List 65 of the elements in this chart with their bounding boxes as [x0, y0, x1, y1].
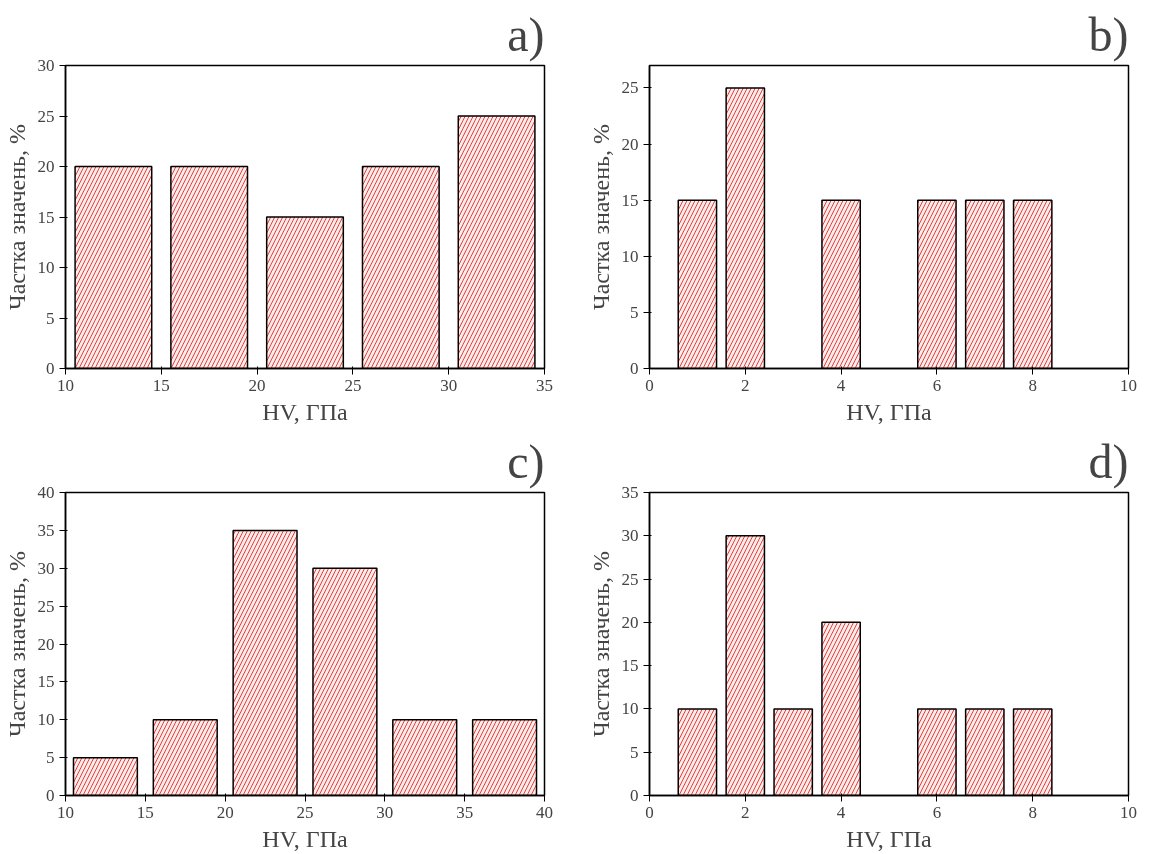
x-tick-label: 35: [456, 802, 474, 822]
y-tick-label: 35: [621, 483, 639, 502]
text: a): [507, 7, 545, 62]
x-tick-label: 25: [344, 375, 362, 395]
x-tick-label: 2: [741, 802, 750, 822]
x-tick-label: 4: [836, 375, 846, 395]
x-tick-label: 8: [1028, 802, 1037, 822]
x-tick-label: 15: [152, 375, 170, 395]
y-tick-label: 0: [46, 359, 55, 378]
y-tick-label: 15: [621, 656, 639, 676]
x-tick-label: 10: [1120, 375, 1137, 395]
y-axis-title: Частка значень, %: [587, 551, 614, 737]
y-tick-label: 5: [46, 308, 55, 328]
x-axis-title: HV, ГПа: [262, 825, 349, 852]
x-tick-label: 0: [645, 802, 654, 822]
y-tick-label: 30: [621, 526, 639, 546]
y-tick-label: 0: [630, 359, 639, 378]
x-tick-label: 20: [248, 375, 266, 395]
y-tick-label: 15: [37, 207, 55, 227]
y-tick-label: 5: [46, 748, 55, 768]
y-tick-label: 0: [630, 786, 639, 805]
y-tick-label: 10: [621, 246, 639, 266]
y-tick-label: 25: [621, 569, 639, 589]
y-tick-label: 10: [37, 710, 55, 730]
y-axis-title: Частка значень, %: [3, 551, 30, 737]
y-tick-label: 30: [37, 56, 55, 75]
x-tick-label: 6: [932, 802, 942, 822]
text: c): [507, 434, 545, 489]
x-tick-label: 25: [296, 802, 314, 822]
x-tick-label: 30: [440, 375, 458, 395]
x-axis-title: HV, ГПа: [262, 398, 349, 425]
y-tick-label: 5: [630, 742, 639, 762]
x-tick-label: 10: [1120, 802, 1137, 822]
text: d): [1088, 434, 1129, 489]
y-tick-label: 30: [37, 558, 55, 578]
y-axis-title: Частка значень, %: [587, 124, 614, 310]
y-tick-label: 0: [46, 786, 55, 805]
x-tick-label: 20: [216, 802, 234, 822]
y-tick-label: 35: [37, 520, 55, 540]
y-tick-label: 20: [37, 157, 55, 176]
text: b): [1088, 7, 1129, 62]
x-axis-title: HV, ГПа: [846, 825, 933, 852]
y-tick-label: 10: [621, 699, 639, 719]
y-tick-label: 15: [37, 672, 55, 692]
x-tick-label: 6: [932, 375, 942, 395]
x-tick-label: 8: [1028, 375, 1037, 395]
x-tick-label: 2: [741, 375, 750, 395]
x-tick-label: 40: [536, 802, 553, 822]
x-tick-label: 35: [536, 375, 553, 395]
x-axis-title: HV, ГПа: [846, 398, 933, 425]
x-tick-label: 0: [645, 375, 654, 395]
y-tick-label: 10: [37, 258, 55, 277]
y-tick-label: 20: [37, 634, 55, 654]
y-tick-label: 5: [630, 302, 639, 322]
y-tick-label: 25: [621, 78, 639, 98]
y-tick-label: 20: [621, 134, 639, 154]
y-tick-label: 40: [37, 483, 55, 502]
x-tick-label: 15: [136, 802, 154, 822]
y-tick-label: 20: [621, 612, 639, 632]
x-tick-label: 4: [836, 802, 846, 822]
y-tick-label: 25: [37, 106, 55, 126]
x-tick-label: 30: [376, 802, 394, 822]
y-axis-title: Частка значень, %: [3, 124, 30, 310]
y-tick-label: 15: [621, 190, 639, 210]
y-tick-label: 25: [37, 596, 55, 616]
